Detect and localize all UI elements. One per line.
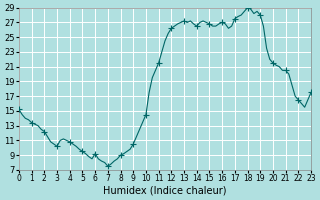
X-axis label: Humidex (Indice chaleur): Humidex (Indice chaleur) (103, 186, 227, 196)
